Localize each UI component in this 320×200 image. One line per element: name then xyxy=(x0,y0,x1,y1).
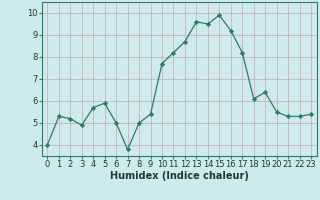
X-axis label: Humidex (Indice chaleur): Humidex (Indice chaleur) xyxy=(110,171,249,181)
